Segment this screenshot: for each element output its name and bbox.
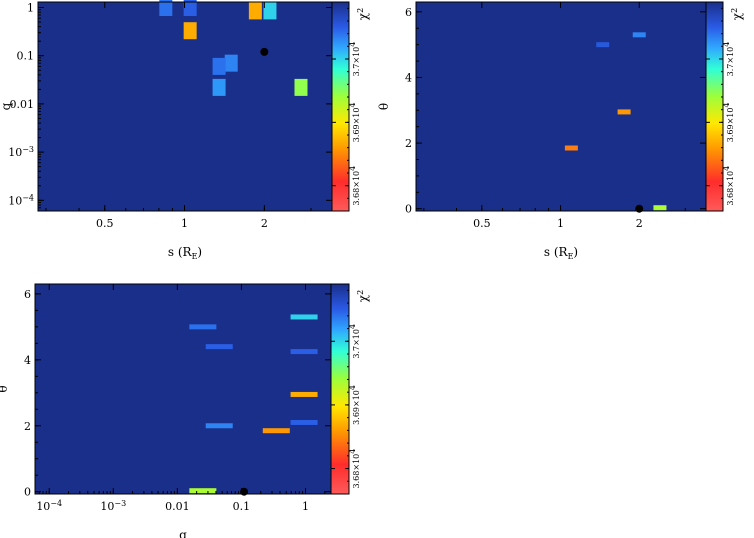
heatmap-cell <box>564 145 578 151</box>
heatmap-cell <box>617 109 631 115</box>
colorbar-title: χ2 <box>730 8 744 20</box>
y-axis-label: q <box>0 102 13 110</box>
y-tick-label: 6 <box>24 288 31 301</box>
y-tick-label: 2 <box>405 137 412 150</box>
heatmap-cell <box>183 0 197 16</box>
colorbar-title: χ2 <box>356 290 370 302</box>
heatmap-cell <box>159 0 173 16</box>
colorbar-tick-label: 3.68×104 <box>348 166 361 206</box>
x-tick-label: 0.01 <box>165 500 190 513</box>
chart-panel-2: 0.5 1 2 0 2 4 6 s (RE) θ 3.7×104 3.69×104 3.68×104 χ… <box>377 1 744 261</box>
heatmap-cell <box>653 205 667 211</box>
x-axis-label: q <box>179 528 187 538</box>
colorbar-title: χ2 <box>356 8 370 20</box>
heatmap-cell <box>290 419 318 425</box>
colorbar-tick-label: 3.68×104 <box>722 166 735 206</box>
colorbar-tick-label: 3.69×104 <box>722 102 735 142</box>
y-axis-label: θ <box>377 103 391 110</box>
heatmap-cell <box>290 314 318 320</box>
x-axis-label: s (RE) <box>544 245 578 261</box>
best-fit-marker <box>260 47 269 56</box>
y-tick-label: 10−4 <box>8 193 34 207</box>
heatmap-cell <box>212 78 226 96</box>
heatmap-cell <box>205 344 233 350</box>
y-tick-label: 1 <box>27 1 34 14</box>
plot-area <box>35 284 331 494</box>
x-tick-label: 10−3 <box>100 499 126 513</box>
heatmap-cell <box>596 42 610 48</box>
heatmap-cell <box>212 57 226 75</box>
heatmap-cell <box>294 78 308 96</box>
heatmap-cell <box>183 22 197 40</box>
y-tick-label: 0 <box>24 486 31 499</box>
x-tick-label: 10−4 <box>36 499 62 513</box>
heatmap-cell <box>248 2 262 20</box>
x-tick-label: 0.5 <box>473 217 491 230</box>
heatmap-cell <box>205 423 233 429</box>
colorbar-tick-label: 3.69×104 <box>348 385 361 425</box>
heatmap-cell <box>290 391 318 397</box>
heatmap-cell <box>224 54 238 72</box>
y-axis-label: θ <box>0 385 10 392</box>
y-tick-label: 2 <box>24 420 31 433</box>
y-tick-label: 0 <box>405 203 412 216</box>
x-tick-label: 0.5 <box>96 217 114 230</box>
x-tick-label: 2 <box>636 217 643 230</box>
y-tick-label: 10−3 <box>8 145 34 159</box>
x-tick-label: 0.1 <box>233 500 251 513</box>
colorbar <box>331 1 350 212</box>
y-tick-label: 0.01 <box>10 98 35 111</box>
heatmap-cell <box>263 2 277 20</box>
heatmap-cell <box>189 488 217 494</box>
x-tick-label: 1 <box>181 217 188 230</box>
colorbar <box>330 283 350 495</box>
colorbar-tick-label: 3.7×104 <box>722 42 735 77</box>
colorbar-tick-label: 3.7×104 <box>348 42 361 77</box>
y-tick-label: 6 <box>405 6 412 19</box>
heatmap-cell <box>632 32 646 38</box>
heatmap-cell <box>290 349 318 355</box>
colorbar-tick-label: 3.7×104 <box>348 324 361 359</box>
y-tick-label: 4 <box>24 354 31 367</box>
y-tick-label: 4 <box>405 71 412 84</box>
plot-area <box>416 2 706 211</box>
chart-panel-1: 0.5 1 2 1 0.1 0.01 10−3 10−4 s (RE) q 3.7×104 3.69×… <box>0 0 370 261</box>
y-tick-label: 0.1 <box>17 50 35 63</box>
x-tick-label: 1 <box>557 217 564 230</box>
colorbar-tick-label: 3.68×104 <box>348 449 361 489</box>
heatmap-cell <box>262 428 290 434</box>
heatmap-cell <box>189 324 217 330</box>
x-tick-label: 2 <box>261 217 268 230</box>
chart-panel-3: 10−4 10−3 0.01 0.1 1 0 2 4 6 q θ 3.7×104 3.69×104 3.6… <box>0 283 370 538</box>
colorbar-tick-label: 3.69×104 <box>348 102 361 142</box>
x-tick-label: 1 <box>302 500 309 513</box>
x-axis-label: s (RE) <box>168 245 202 261</box>
colorbar <box>705 1 724 212</box>
